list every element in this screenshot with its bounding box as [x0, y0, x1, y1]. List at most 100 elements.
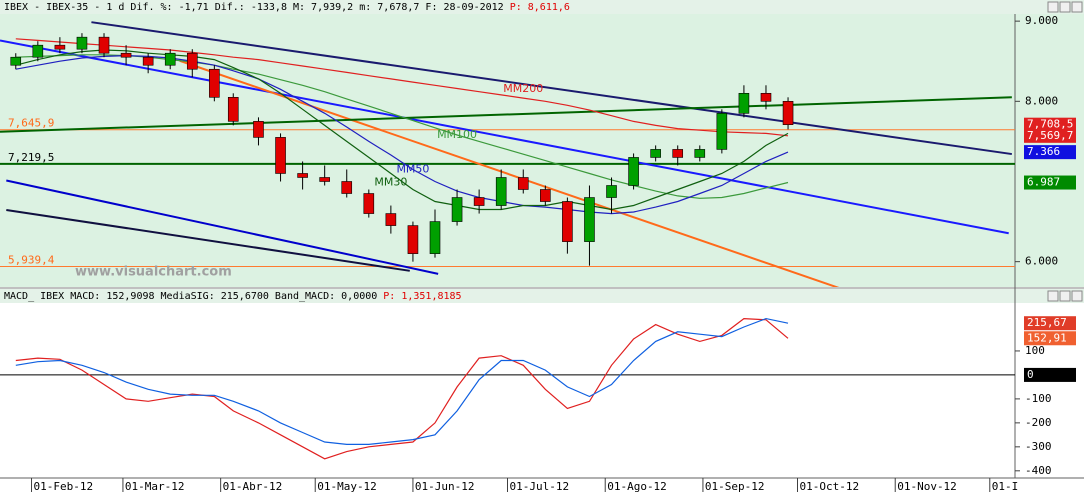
candle-body — [164, 52, 176, 66]
watermark: www.visualchart.com — [75, 265, 232, 280]
candle-body — [76, 36, 88, 50]
macd-plot — [0, 317, 1015, 460]
series-line — [15, 317, 789, 445]
macd-header-bar — [0, 289, 1084, 303]
series-line — [15, 38, 789, 137]
candle-body — [628, 157, 639, 186]
panel-header: MACD_ IBEX MACD: 152,9098 MediaSIG: 215,… — [4, 291, 377, 302]
value-box — [1024, 128, 1076, 143]
x-tick-label: 01-Abr-12 — [223, 480, 283, 493]
candle-body — [540, 189, 551, 202]
x-tick-label: 01-Jun-12 — [415, 480, 475, 493]
candle-body — [297, 173, 308, 178]
candle-body — [120, 52, 132, 58]
series-line — [15, 317, 789, 460]
minimize-button[interactable] — [1047, 290, 1059, 302]
value-box — [1024, 175, 1076, 190]
price-panel — [0, 14, 1015, 287]
series-label: MM100 — [437, 128, 477, 141]
price-plot — [0, 21, 1015, 287]
price-header-bar — [0, 0, 1084, 14]
trendline — [0, 39, 1009, 235]
candle-body — [142, 56, 154, 66]
annotations: www.visualchart.com 7,645,9 7,219,5 5,939,4… — [8, 82, 543, 279]
maximize-button[interactable] — [1059, 1, 1071, 13]
candle-body — [363, 193, 375, 214]
value-box-label: 215,67 — [1027, 316, 1067, 329]
close-button[interactable] — [1071, 290, 1083, 302]
candle-body — [650, 149, 661, 158]
series-label: MM30 — [374, 175, 407, 188]
x-tick-label: 01-Jul-12 — [510, 480, 570, 493]
series-label: MM200 — [503, 82, 543, 95]
candle-body — [782, 101, 794, 125]
candle-body — [341, 181, 353, 194]
candle-body — [451, 197, 463, 222]
series-line — [15, 54, 789, 215]
x-tick-label: 01-Oct-12 — [800, 480, 860, 493]
candle-body — [694, 149, 706, 158]
panel-header-price: P: 1,351,8185 — [383, 291, 461, 302]
value-box-label: 6.987 — [1027, 176, 1060, 189]
series-label: MM50 — [396, 162, 429, 175]
candle-body — [275, 137, 286, 174]
candle-body — [606, 185, 617, 198]
maximize-button[interactable] — [1059, 290, 1071, 302]
y-tick-label: 100 — [1025, 344, 1045, 357]
candle-body — [517, 177, 529, 190]
y-tick-label: -400 — [1025, 464, 1052, 477]
candle-body — [385, 213, 397, 226]
trendline — [6, 179, 439, 275]
candle-body — [54, 44, 66, 50]
value-box-label: 7,708,5 — [1027, 118, 1073, 131]
trendline — [0, 96, 1012, 133]
y-tick-label: -200 — [1025, 416, 1052, 429]
x-tick-label: 01-I — [992, 480, 1019, 493]
level-label: 7,219,5 — [8, 151, 54, 164]
value-box-label: 0 — [1027, 368, 1034, 381]
candle-body — [562, 201, 573, 242]
x-tick-label: 01-Nov-12 — [897, 480, 957, 493]
trendline — [91, 21, 1012, 156]
candle-body — [473, 197, 485, 206]
minimize-button[interactable] — [1047, 1, 1059, 13]
trendline — [6, 208, 410, 272]
candle-body — [10, 56, 22, 66]
level-label: 7,645,9 — [8, 117, 54, 130]
candle-body — [209, 68, 220, 98]
y-tick-label: 9.000 — [1025, 14, 1058, 27]
candle-body — [253, 121, 264, 138]
x-tick-label: 01-Feb-12 — [34, 480, 94, 493]
panel-header: IBEX - IBEX-35 - 1 d Dif. %: -1,71 Dif.:… — [4, 2, 504, 13]
candle-body — [495, 177, 507, 206]
x-tick-label: 01-Sep-12 — [705, 480, 765, 493]
candle-body — [584, 197, 595, 242]
candle-body — [32, 44, 44, 58]
series-line — [15, 49, 789, 211]
value-box-label: 7.366 — [1027, 145, 1060, 158]
panel-header-price: P: 8,611,6 — [510, 2, 570, 13]
value-box-label: 152,91 — [1027, 331, 1067, 344]
value-box — [1024, 117, 1076, 132]
value-box — [1024, 331, 1076, 346]
candle-body — [738, 92, 750, 114]
window-buttons[interactable] — [1047, 1, 1083, 302]
y-tick-label: -100 — [1025, 392, 1052, 405]
candle-body — [672, 149, 684, 158]
candle-body — [98, 36, 110, 54]
candle-body — [186, 52, 198, 70]
candle-body — [716, 113, 728, 150]
x-tick-label: 01-May-12 — [317, 480, 377, 493]
value-box — [1024, 316, 1076, 331]
value-box — [1024, 145, 1076, 160]
y-tick-label: 8.000 — [1025, 94, 1058, 107]
x-tick-label: 01-Ago-12 — [607, 480, 667, 493]
candle-body — [407, 225, 419, 254]
level-label: 5,939,4 — [8, 254, 55, 267]
trendline — [179, 59, 840, 287]
y-tick-label: -300 — [1025, 440, 1052, 453]
close-button[interactable] — [1071, 1, 1083, 13]
candle-body — [227, 97, 239, 122]
